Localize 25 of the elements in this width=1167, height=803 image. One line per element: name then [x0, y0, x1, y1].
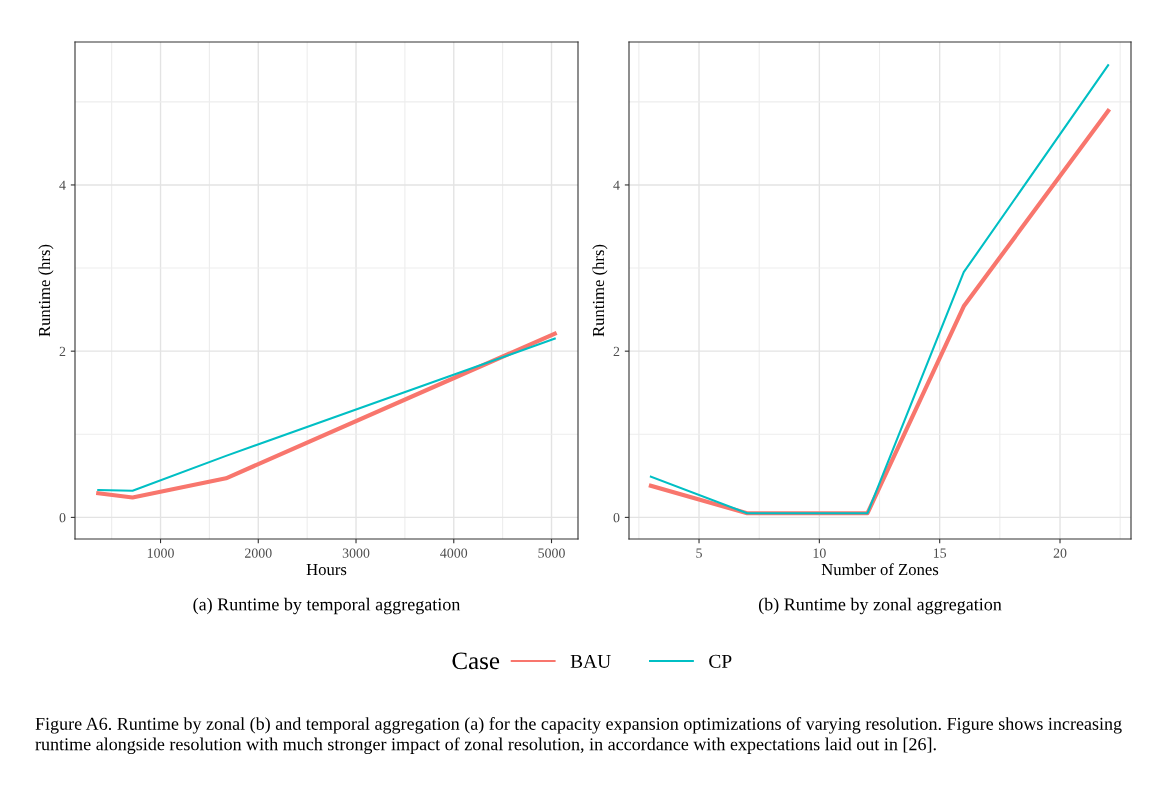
y-tick-label: 4 — [59, 180, 66, 190]
x-tick-label: 2000 — [244, 548, 272, 558]
y-tick-label: 0 — [59, 512, 66, 523]
x-tick-label: 5 — [696, 548, 702, 558]
y-tick-label: 0 — [613, 512, 620, 523]
x-tick-label: 3000 — [342, 548, 370, 558]
legend-label: BAU — [570, 654, 611, 668]
legend-label: CP — [709, 654, 732, 668]
x-axis-title: Hours — [306, 564, 347, 576]
y-axis-title: Runtime (hrs) — [592, 244, 608, 337]
caption: Figure A6. Runtime by zonal (b) and temporal aggregation (a) for the capacity expansion optimizations of varying resolution. Figure shows increasing runtime alongside resolution with much stronger impact of zonal resolution, in accordance with expectations laid out in [26]. — [35, 717, 1122, 755]
y-tick-label: 2 — [59, 346, 66, 356]
x-axis-title: Number of Zones — [821, 563, 939, 576]
y-axis-title: Runtime (hrs) — [38, 244, 54, 337]
text: (b) Runtime by zonal aggregation — [758, 597, 1002, 615]
text: (a) Runtime by temporal aggregation — [193, 597, 461, 615]
legend-title: Case — [452, 652, 500, 670]
x-tick-label: 1000 — [147, 548, 174, 558]
y-tick-label: 4 — [613, 180, 620, 190]
y-tick-label: 2 — [613, 346, 620, 356]
x-tick-label: 15 — [933, 548, 947, 558]
x-tick-label: 10 — [813, 548, 826, 558]
x-tick-label: 5000 — [538, 548, 565, 558]
x-tick-label: 4000 — [440, 548, 468, 558]
x-tick-label: 20 — [1053, 548, 1067, 558]
